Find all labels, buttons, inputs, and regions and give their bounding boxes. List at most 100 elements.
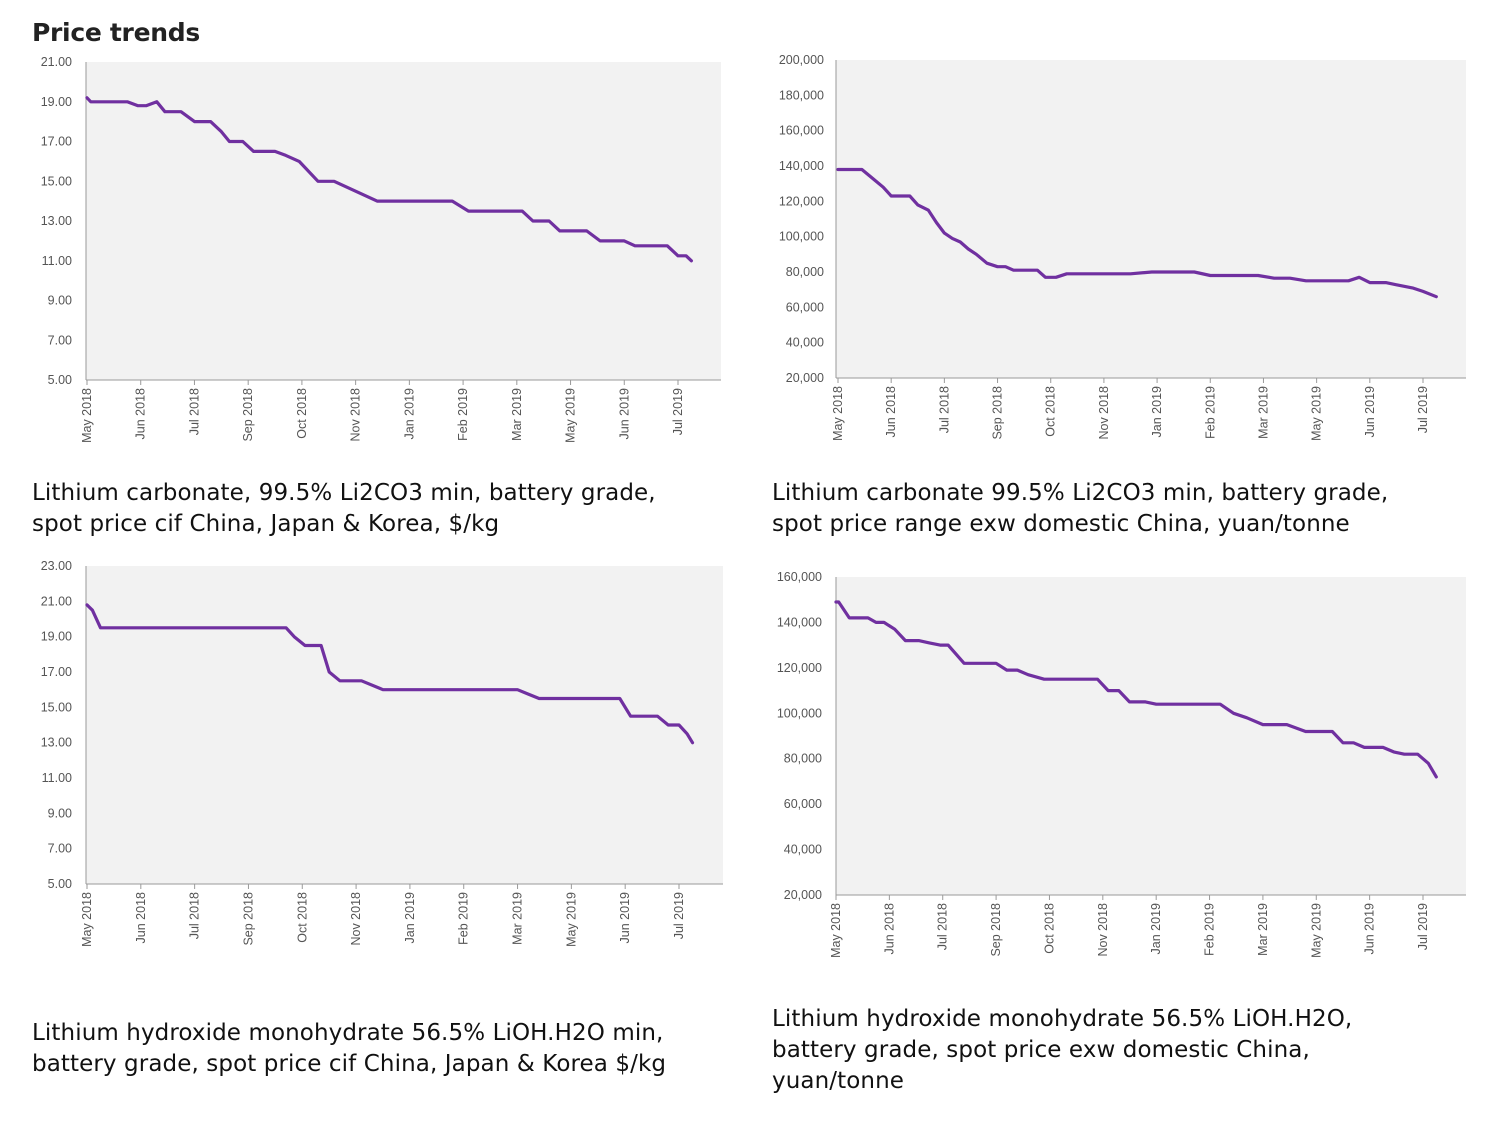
- x-tick-label: May 2018: [80, 892, 94, 947]
- chart-caption: Lithium hydroxide monohydrate 56.5% LiOH…: [772, 1004, 1492, 1097]
- x-tick-label: Sep 2018: [991, 386, 1005, 440]
- y-tick-label: 19.00: [41, 630, 72, 644]
- x-tick-label: Jun 2019: [1363, 903, 1377, 954]
- x-tick-label: Feb 2019: [457, 892, 471, 945]
- plot-area: [86, 62, 721, 380]
- y-tick-label: 13.00: [41, 736, 72, 750]
- y-tick-label: 80,000: [786, 265, 824, 279]
- x-tick-label: Jul 2019: [672, 892, 686, 939]
- y-tick-label: 40,000: [784, 843, 822, 857]
- plot-area: [836, 577, 1466, 895]
- y-tick-label: 160,000: [779, 124, 824, 138]
- caption-line: battery grade, spot price exw domestic C…: [772, 1037, 1310, 1063]
- chart-caption: Lithium carbonate 99.5% Li2CO3 min, batt…: [772, 478, 1492, 540]
- y-tick-label: 160,000: [777, 570, 822, 584]
- chart-panel-lioh-cif: 5.00 7.00 9.00 11.00 13.00 15.00 17.00 19.00 21.…: [0, 0, 760, 1100]
- plot-area: [86, 566, 723, 884]
- chart-panel-li2co3-domestic: 20,000 40,000 60,000 80,000 100,000 120,000 14…: [0, 0, 1507, 545]
- x-tick-label: Jan 2019: [1150, 386, 1164, 437]
- y-tick-label: 100,000: [777, 706, 822, 720]
- y-tick-label: 60,000: [784, 797, 822, 811]
- chart-caption: Lithium carbonate, 99.5% Li2CO3 min, bat…: [32, 478, 760, 540]
- caption-line: Lithium carbonate, 99.5% Li2CO3 min, bat…: [32, 480, 656, 506]
- y-tick-label: 11.00: [42, 771, 72, 785]
- x-tick-label: May 2019: [1309, 903, 1323, 958]
- x-tick-label: Mar 2019: [510, 388, 524, 441]
- y-tick-label: 13.00: [41, 214, 72, 228]
- y-tick-label: 9.00: [48, 294, 72, 308]
- caption-line: battery grade, spot price cif China, Jap…: [32, 1051, 667, 1077]
- x-tick-label: Oct 2018: [295, 388, 309, 439]
- y-tick-label: 100,000: [779, 230, 824, 244]
- y-tick-label: 9.00: [48, 806, 72, 820]
- x-tick-label: Jul 2019: [671, 388, 685, 435]
- x-tick-label: Jun 2018: [134, 388, 148, 439]
- y-tick-label: 5.00: [48, 877, 72, 891]
- x-tick-label: Jan 2019: [402, 388, 416, 439]
- x-tick-label: Nov 2018: [1096, 903, 1110, 957]
- x-tick-label: Jun 2018: [884, 386, 898, 437]
- x-tick-label: Sep 2018: [241, 388, 255, 442]
- y-tick-label: 15.00: [41, 174, 72, 188]
- x-tick-label: Jun 2018: [882, 903, 896, 954]
- plot-area: [836, 60, 1466, 378]
- y-tick-label: 40,000: [786, 336, 824, 350]
- series-line: [834, 600, 1438, 779]
- x-tick-label: Mar 2019: [1256, 903, 1270, 956]
- y-tick-label: 7.00: [48, 333, 72, 347]
- y-tick-label: 80,000: [784, 752, 822, 766]
- x-tick-label: May 2018: [80, 388, 94, 443]
- y-tick-label: 19.00: [41, 95, 72, 109]
- x-tick-label: Jan 2019: [1149, 903, 1163, 954]
- chart-panel-li2co3-cif: 5.00 7.00 9.00 11.00 13.00 15.00 17.00 19.00 21.…: [0, 0, 760, 545]
- x-tick-label: Oct 2018: [295, 892, 309, 943]
- x-tick-label: Jul 2018: [187, 388, 201, 435]
- x-tick-label: Feb 2019: [1203, 903, 1217, 956]
- series-line: [85, 96, 694, 263]
- x-tick-label: May 2018: [831, 386, 845, 441]
- x-tick-label: Mar 2019: [1256, 386, 1270, 439]
- x-tick-label: Jul 2018: [937, 386, 951, 433]
- series-line: [836, 167, 1438, 299]
- x-tick-label: Jul 2018: [936, 903, 950, 950]
- y-tick-label: 11.00: [42, 254, 72, 268]
- x-tick-label: May 2019: [564, 892, 578, 947]
- caption-line: spot price cif China, Japan & Korea, $/k…: [32, 511, 500, 537]
- y-tick-label: 23.00: [41, 559, 72, 573]
- x-tick-label: Nov 2018: [349, 892, 363, 946]
- x-tick-label: Mar 2019: [511, 892, 525, 945]
- x-tick-label: Jul 2019: [1416, 386, 1430, 433]
- page-title: Price trends: [32, 18, 200, 47]
- x-tick-label: May 2019: [1310, 386, 1324, 441]
- y-tick-label: 60,000: [786, 300, 824, 314]
- y-tick-label: 120,000: [779, 194, 824, 208]
- y-tick-label: 15.00: [41, 700, 72, 714]
- x-tick-label: May 2018: [829, 903, 843, 958]
- y-tick-label: 7.00: [48, 842, 72, 856]
- x-tick-label: Jun 2019: [1363, 386, 1377, 437]
- y-tick-label: 17.00: [41, 665, 72, 679]
- caption-line: spot price range exw domestic China, yua…: [772, 511, 1350, 537]
- caption-line: Lithium hydroxide monohydrate 56.5% LiOH…: [32, 1020, 664, 1046]
- x-tick-label: Jun 2019: [618, 892, 632, 943]
- x-tick-label: Oct 2018: [1044, 386, 1058, 437]
- y-tick-label: 17.00: [41, 135, 72, 149]
- y-tick-label: 200,000: [779, 53, 824, 67]
- caption-line: Lithium hydroxide monohydrate 56.5% LiOH…: [772, 1006, 1353, 1032]
- chart-lioh-cif: 5.00 7.00 9.00 11.00 13.00 15.00 17.00 19.00 21.…: [41, 559, 723, 947]
- y-tick-label: 5.00: [48, 373, 72, 387]
- x-tick-label: May 2019: [564, 388, 578, 443]
- y-tick-label: 20,000: [786, 371, 824, 385]
- x-tick-label: Oct 2018: [1042, 903, 1056, 954]
- x-tick-label: Nov 2018: [1097, 386, 1111, 440]
- x-tick-label: Jul 2019: [1416, 903, 1430, 950]
- y-tick-label: 21.00: [41, 594, 72, 608]
- x-tick-label: Feb 2019: [1203, 386, 1217, 439]
- y-tick-label: 20,000: [784, 888, 822, 902]
- y-tick-label: 140,000: [779, 159, 824, 173]
- caption-line: yuan/tonne: [772, 1068, 905, 1094]
- x-tick-label: Sep 2018: [989, 903, 1003, 957]
- y-tick-label: 140,000: [777, 615, 822, 629]
- x-tick-label: Jun 2018: [134, 892, 148, 943]
